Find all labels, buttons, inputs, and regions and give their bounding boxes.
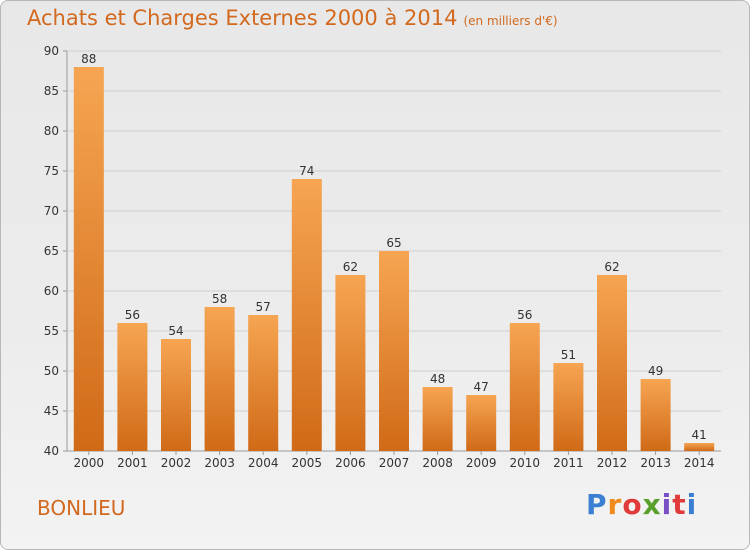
x-tick-label: 2013: [640, 456, 671, 470]
bar-value-label: 56: [125, 308, 140, 322]
bar-value-label: 62: [343, 260, 358, 274]
y-tick-label: 85: [44, 84, 59, 98]
y-tick-label: 70: [44, 204, 59, 218]
bar: [640, 379, 671, 451]
y-tick-label: 80: [44, 124, 59, 138]
y-tick-label: 45: [44, 404, 59, 418]
bar: [73, 67, 104, 451]
bar-value-label: 49: [648, 364, 663, 378]
y-tick-label: 50: [44, 364, 59, 378]
x-tick-label: 2003: [204, 456, 235, 470]
bar: [335, 275, 366, 451]
bar-value-label: 54: [168, 324, 183, 338]
bar: [466, 395, 497, 451]
y-tick-label: 60: [44, 284, 59, 298]
y-tick-label: 75: [44, 164, 59, 178]
y-tick-label: 90: [44, 44, 59, 58]
bar-value-label: 65: [386, 236, 401, 250]
bar: [597, 275, 627, 451]
x-tick-label: 2000: [74, 456, 105, 470]
chart-title: Achats et Charges Externes 2000 à 2014 (e…: [27, 6, 558, 30]
bar: [248, 315, 279, 451]
x-tick-label: 2009: [466, 456, 497, 470]
bar-value-label: 47: [474, 380, 489, 394]
y-tick-label: 65: [44, 244, 59, 258]
x-tick-label: 2001: [117, 456, 148, 470]
bar: [117, 323, 148, 451]
bar-value-label: 57: [256, 300, 271, 314]
bar-value-label: 62: [604, 260, 619, 274]
x-tick-label: 2008: [422, 456, 453, 470]
commune-name: BONLIEU: [37, 496, 126, 520]
bar-value-label: 88: [81, 52, 96, 66]
bar: [553, 363, 584, 451]
logo-letter: r: [607, 488, 623, 521]
bar: [509, 323, 540, 451]
bar-value-label: 51: [561, 348, 576, 362]
bar: [204, 307, 235, 451]
bar: [422, 387, 453, 451]
x-tick-label: 2010: [510, 456, 541, 470]
logo-letter: x: [642, 488, 662, 521]
logo-letter: i: [686, 488, 698, 521]
logo-letter: o: [622, 488, 643, 521]
bar-value-label: 48: [430, 372, 445, 386]
bar: [291, 179, 322, 451]
proxiti-logo: Proxiti: [586, 488, 697, 521]
bar: [379, 251, 409, 451]
logo-letter: P: [586, 488, 608, 521]
logo-letter: i: [661, 488, 673, 521]
x-tick-label: 2004: [248, 456, 279, 470]
y-tick-label: 40: [44, 444, 59, 458]
bar: [161, 339, 191, 451]
x-tick-label: 2002: [161, 456, 192, 470]
x-tick-label: 2005: [292, 456, 323, 470]
bar-value-label: 56: [517, 308, 532, 322]
title-text: Achats et Charges Externes 2000 à 2014: [27, 6, 458, 30]
x-tick-label: 2012: [597, 456, 628, 470]
bar: [684, 443, 715, 451]
logo-letter: t: [672, 488, 687, 521]
x-tick-label: 2014: [684, 456, 715, 470]
bar-value-label: 58: [212, 292, 227, 306]
x-tick-label: 2007: [379, 456, 410, 470]
x-tick-label: 2006: [335, 456, 366, 470]
bar-value-label: 41: [692, 428, 707, 442]
title-unit: (en milliers d'€): [463, 14, 558, 28]
y-tick-label: 55: [44, 324, 59, 338]
x-tick-label: 2011: [553, 456, 584, 470]
bar-value-label: 74: [299, 164, 314, 178]
